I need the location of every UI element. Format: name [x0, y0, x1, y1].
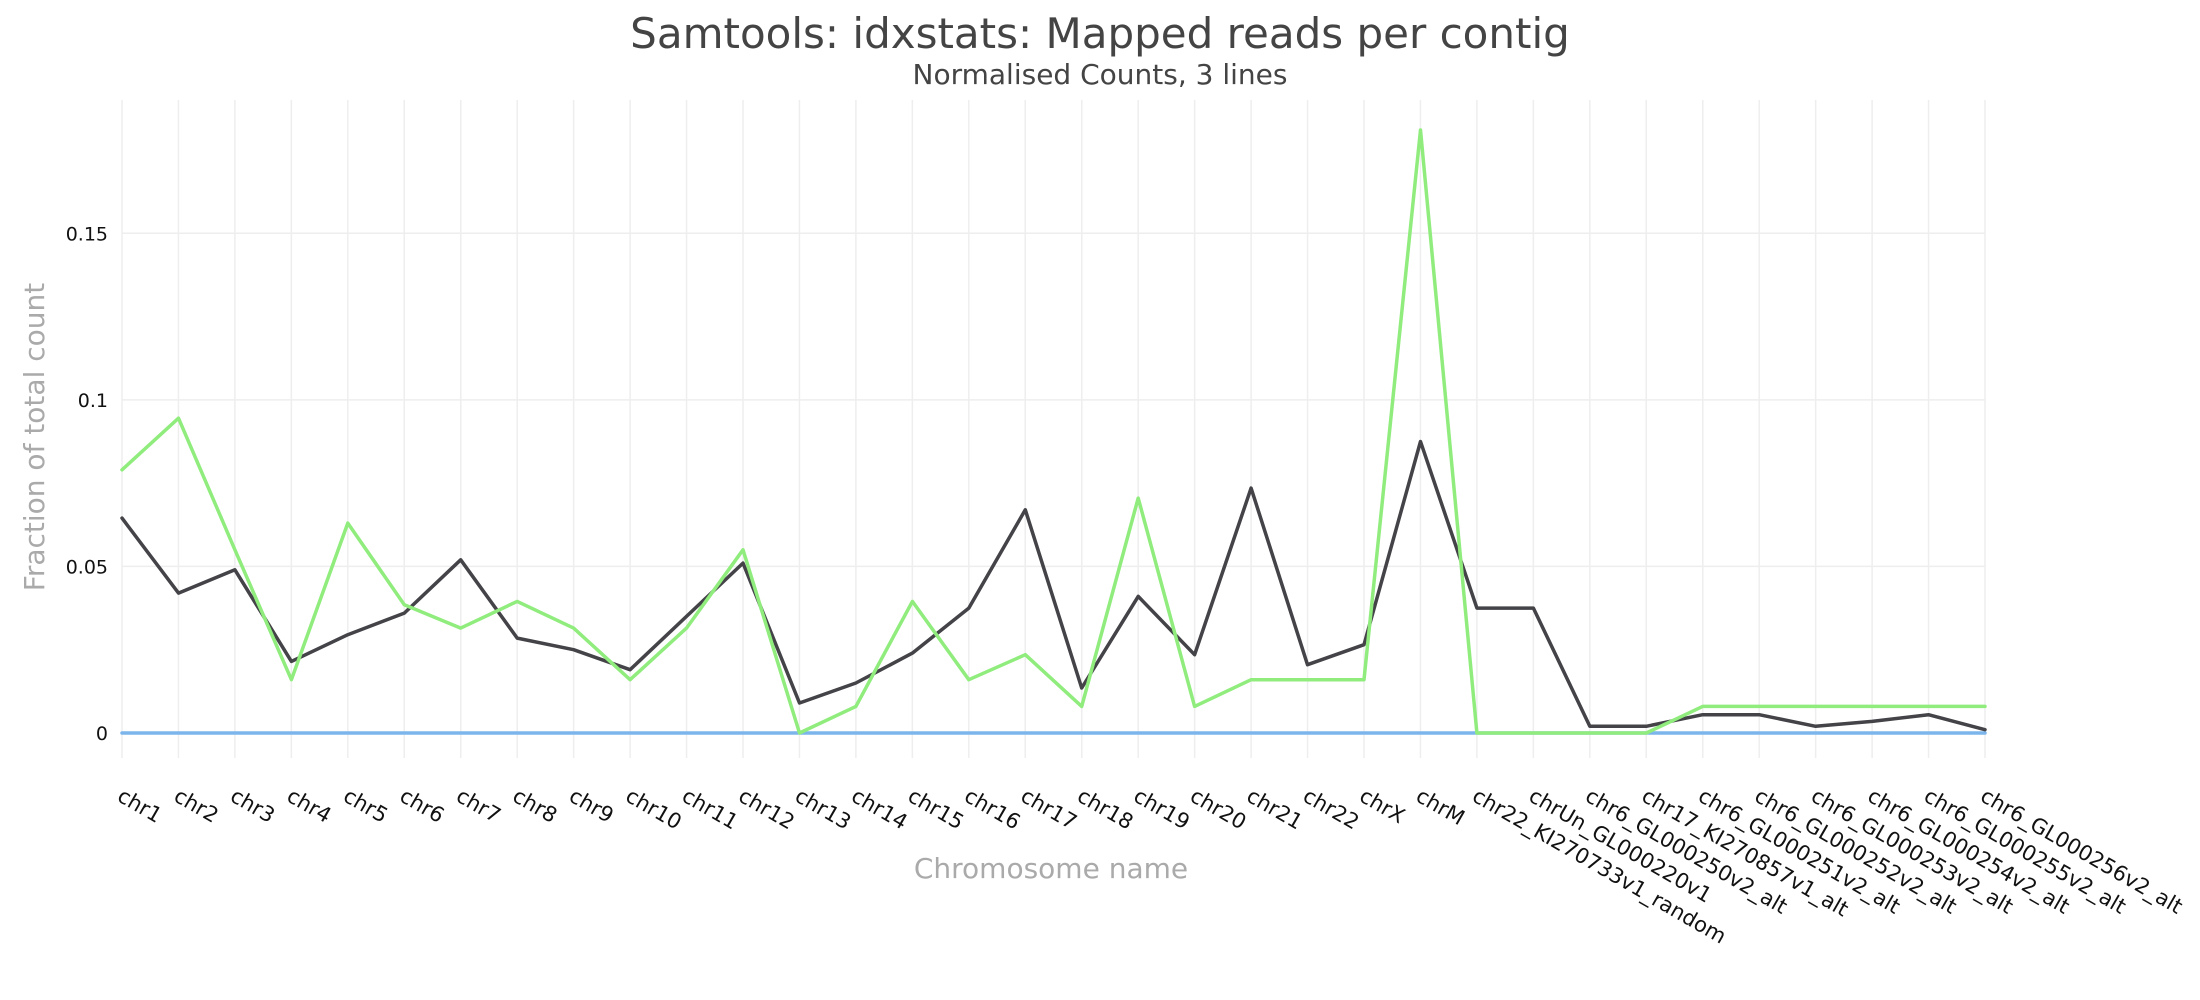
y-tick-label: 0.05: [66, 556, 108, 578]
x-tick-label: chr8: [509, 784, 562, 828]
series-line-3: [120, 128, 1987, 735]
series-line-2: [120, 439, 1987, 732]
x-tick-label: chr4: [283, 784, 336, 828]
x-tick-label: chr10: [622, 784, 686, 835]
x-axis-ticks: chr1 chr2 chr3 chr4 chr5 chr6 chr7 chr8 chr9 chr1…: [114, 784, 2187, 950]
y-tick-label: 0.1: [78, 390, 108, 412]
y-tick-label: 0: [96, 723, 108, 745]
x-tick-label: chr16: [960, 784, 1024, 835]
x-tick-label: chr22: [1299, 784, 1363, 835]
series-lines: [120, 128, 1987, 735]
chart-subtitle: Normalised Counts, 3 lines: [913, 58, 1288, 91]
x-tick-label: chr2: [170, 784, 223, 828]
x-tick-label: chr9: [565, 784, 618, 828]
y-tick-label: 0.15: [66, 223, 108, 245]
x-tick-label: chrX: [1356, 784, 1409, 829]
x-tick-label: chrM: [1412, 784, 1469, 831]
chart-title: Samtools: idxstats: Mapped reads per con…: [630, 9, 1570, 58]
grid: [121, 100, 1986, 758]
x-tick-label: chr3: [226, 784, 279, 828]
x-tick-label: chr19: [1130, 784, 1194, 835]
y-axis-ticks: 0 0.05 0.1 0.15: [66, 223, 108, 745]
y-axis-label: Fraction of total count: [18, 283, 51, 592]
x-tick-label: chr21: [1243, 784, 1307, 835]
x-tick-label: chr7: [452, 784, 505, 828]
x-tick-label: chr5: [339, 784, 392, 828]
x-tick-label: chr20: [1186, 784, 1250, 835]
x-tick-label: chr13: [791, 784, 855, 835]
x-tick-label: chr6: [396, 784, 449, 828]
x-tick-label: chr12: [735, 784, 799, 835]
x-tick-label: chr14: [847, 784, 911, 835]
x-tick-label: chr18: [1073, 784, 1137, 835]
x-tick-label: chr11: [678, 784, 742, 835]
x-tick-label: chr1: [114, 784, 167, 828]
x-axis-label: Chromosome name: [914, 852, 1188, 885]
x-tick-label: chr17: [1017, 784, 1081, 835]
x-tick-label: chr15: [904, 784, 968, 835]
